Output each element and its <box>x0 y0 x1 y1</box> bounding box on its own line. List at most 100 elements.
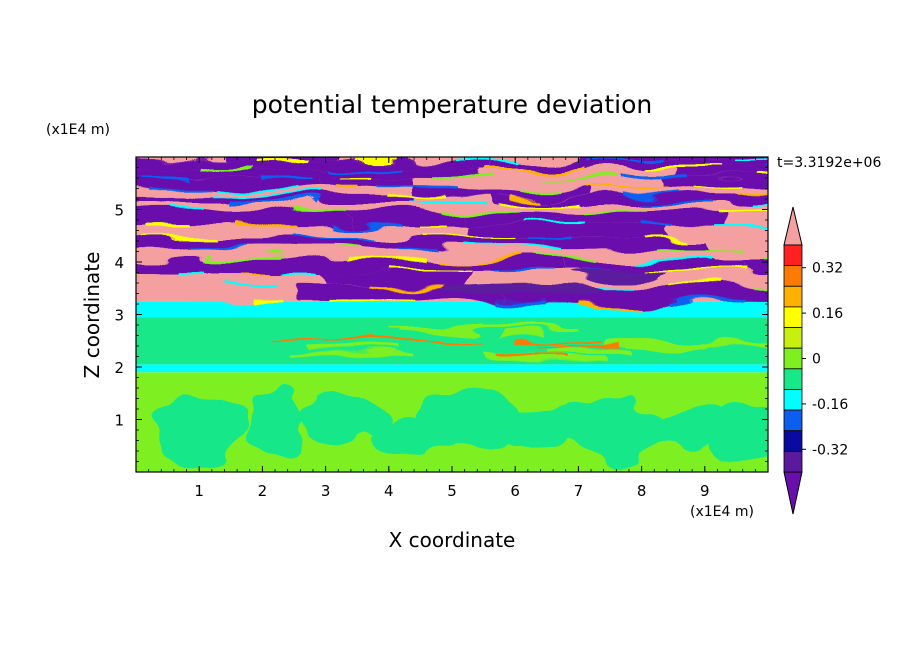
colorbar-bin <box>783 430 803 452</box>
band-segment <box>136 259 308 273</box>
eddy <box>491 406 583 451</box>
band-segment <box>741 259 768 273</box>
front-segment <box>582 187 667 191</box>
front-segment <box>438 258 523 261</box>
band-segment <box>136 203 323 211</box>
front-segment <box>715 222 768 225</box>
eddy <box>635 411 733 448</box>
front-segment <box>330 166 398 170</box>
band-segment <box>209 168 485 178</box>
layer-3 <box>136 301 768 318</box>
band-segment <box>322 203 571 211</box>
y-tick-label: 1 <box>114 412 124 430</box>
y-tick-label: 4 <box>114 254 124 272</box>
front-segment <box>398 247 437 250</box>
front-segment <box>388 195 444 198</box>
band-segment <box>661 177 768 190</box>
band-segment <box>262 237 544 249</box>
eddy <box>297 395 390 439</box>
band-segment <box>136 223 261 238</box>
y-tick-label: 5 <box>114 202 124 220</box>
front-segment <box>260 176 313 179</box>
colorbar-label: 0 <box>812 352 821 368</box>
front-segment <box>645 201 709 205</box>
front-segment <box>715 209 768 212</box>
filament <box>408 339 486 342</box>
front-segment <box>434 176 498 179</box>
front-segment <box>197 166 253 170</box>
front-segment <box>335 247 363 250</box>
front-segment <box>165 209 206 212</box>
eddy <box>712 408 768 459</box>
front-segment <box>293 209 351 212</box>
front-segment <box>644 235 691 239</box>
front-segment <box>667 299 747 303</box>
band-segment <box>136 248 409 260</box>
contour-field <box>136 157 768 472</box>
eddy <box>160 397 246 470</box>
band-segment <box>676 168 768 178</box>
band-segment <box>260 223 470 238</box>
front-segment <box>139 235 215 239</box>
front-segment <box>464 247 563 250</box>
front-segment <box>736 159 768 162</box>
front-segment <box>329 222 403 225</box>
band-segment <box>655 203 768 211</box>
front-segment <box>341 176 374 179</box>
x-tick-label: 6 <box>510 482 520 500</box>
colorbar-bin <box>783 368 803 390</box>
streak <box>546 349 633 355</box>
front-segment <box>621 195 679 198</box>
band-segment <box>490 196 768 204</box>
front-segment <box>242 270 276 274</box>
x-tick-label: 7 <box>574 482 584 500</box>
streak <box>483 355 607 361</box>
filament <box>324 339 422 342</box>
streak <box>702 341 768 346</box>
colorbar-bin <box>783 347 803 370</box>
colorbar-bin <box>783 327 803 349</box>
colorbar-label: -0.16 <box>812 397 848 413</box>
eddy <box>245 388 301 456</box>
band-segment <box>545 177 662 190</box>
front-segment <box>334 187 361 191</box>
front-segment <box>656 247 742 250</box>
band-segment <box>412 177 546 190</box>
front-segment <box>619 176 688 179</box>
front-segment <box>202 258 283 261</box>
front-segment <box>668 285 722 288</box>
front-segment <box>379 187 458 191</box>
y-tick-label: 3 <box>114 307 124 325</box>
band-segment <box>318 177 413 190</box>
band-segment <box>224 157 338 161</box>
front-segment <box>487 270 549 274</box>
time-label: t=3.3192e+06 <box>777 155 881 171</box>
x-axis: 1 2 3 4 5 6 7 8 9 <box>148 157 769 500</box>
band-segment <box>469 223 669 238</box>
x-tick-label: 8 <box>637 482 647 500</box>
band-segment <box>543 237 709 249</box>
filament <box>275 338 370 341</box>
front-segment <box>419 222 449 225</box>
band-segment <box>412 189 587 197</box>
front-segment <box>522 222 586 225</box>
filament <box>495 356 570 359</box>
band-segment <box>493 160 677 169</box>
filament <box>516 342 603 345</box>
front-segment <box>489 166 588 170</box>
front-segment <box>752 201 768 205</box>
streak <box>453 328 578 332</box>
front-segment <box>753 285 768 288</box>
x-tick-label: 3 <box>321 482 331 500</box>
front-segment <box>519 187 562 191</box>
x-tick-label: 5 <box>447 482 457 500</box>
colorbar: 0.32 0.16 0 -0.16 -0.32 <box>783 206 848 515</box>
streak <box>605 341 711 348</box>
front-segment <box>216 187 296 191</box>
band-segment <box>136 237 263 249</box>
band-segment <box>136 160 314 169</box>
front-segment <box>643 166 724 170</box>
front-segment <box>422 235 516 239</box>
colorbar-label: -0.32 <box>812 442 848 458</box>
y-tick-label: 2 <box>114 359 124 377</box>
